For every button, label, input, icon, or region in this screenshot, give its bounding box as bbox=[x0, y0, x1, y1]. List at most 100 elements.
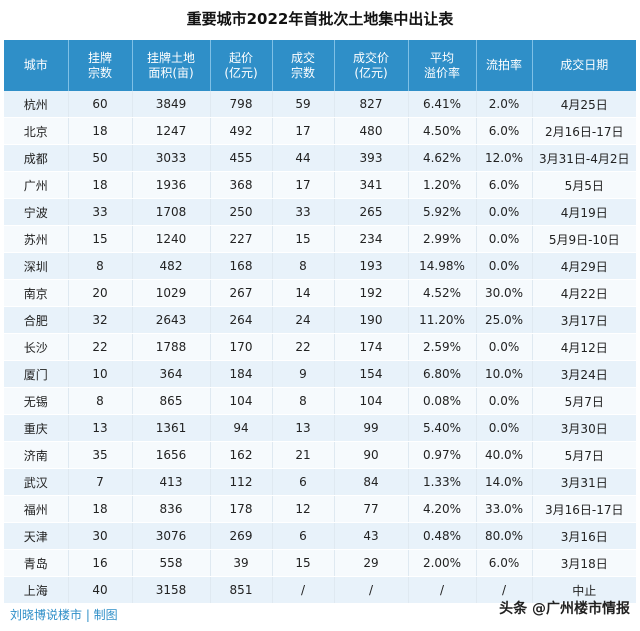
table-cell: 1.33% bbox=[408, 468, 477, 496]
table-cell: 6.0% bbox=[476, 117, 533, 145]
table-row: 杭州 60 3849 798 59 827 6.41% 2.0% 4月25日 bbox=[4, 91, 636, 118]
table-cell: 193 bbox=[334, 252, 409, 280]
table-cell: 492 bbox=[210, 117, 273, 145]
table-cell: 265 bbox=[334, 198, 409, 226]
table-cell: 13 bbox=[272, 414, 335, 442]
city-cell: 深圳 bbox=[4, 252, 69, 280]
table-cell: 4.52% bbox=[408, 279, 477, 307]
table-cell: 5月5日 bbox=[532, 171, 636, 199]
table-cell: 4月12日 bbox=[532, 333, 636, 361]
table-cell: 480 bbox=[334, 117, 409, 145]
table-cell: 22 bbox=[272, 333, 335, 361]
table-row: 深圳 8 482 168 8 193 14.98% 0.0% 4月29日 bbox=[4, 252, 636, 280]
city-cell: 杭州 bbox=[4, 91, 69, 118]
table-cell: 4月22日 bbox=[532, 279, 636, 307]
table-cell: 3月24日 bbox=[532, 360, 636, 388]
table-cell: 8 bbox=[68, 252, 133, 280]
table-cell: 227 bbox=[210, 225, 273, 253]
table-cell: 8 bbox=[272, 252, 335, 280]
city-cell: 厦门 bbox=[4, 360, 69, 388]
table-cell: 0.0% bbox=[476, 414, 533, 442]
table-cell: 1361 bbox=[132, 414, 211, 442]
city-cell: 青岛 bbox=[4, 549, 69, 577]
table-row: 长沙 22 1788 170 22 174 2.59% 0.0% 4月12日 bbox=[4, 333, 636, 361]
table-cell: 77 bbox=[334, 495, 409, 523]
table-cell: 4.50% bbox=[408, 117, 477, 145]
table-cell: 15 bbox=[68, 225, 133, 253]
table-cell: 192 bbox=[334, 279, 409, 307]
table-header-row: 城市 挂牌 宗数 挂牌土地 面积(亩) 起价 (亿元) 成交 宗数 成交价 (亿元) 平均 溢价率 流拍率… bbox=[4, 40, 636, 91]
table-cell: 94 bbox=[210, 414, 273, 442]
table-row: 合肥 32 2643 264 24 190 11.20% 25.0% 3月17日 bbox=[4, 306, 636, 334]
table-row: 天津 30 3076 269 6 43 0.48% 80.0% 3月16日 bbox=[4, 522, 636, 550]
column-header: 城市 bbox=[4, 40, 69, 91]
table-cell: 18 bbox=[68, 171, 133, 199]
table-cell: 1936 bbox=[132, 171, 211, 199]
table-cell: 30.0% bbox=[476, 279, 533, 307]
table-cell: 0.0% bbox=[476, 252, 533, 280]
table-cell: 8 bbox=[272, 387, 335, 415]
table-cell: 190 bbox=[334, 306, 409, 334]
city-cell: 济南 bbox=[4, 441, 69, 469]
table-cell: 2.00% bbox=[408, 549, 477, 577]
table-cell: 18 bbox=[68, 117, 133, 145]
table-cell: 中止 bbox=[532, 576, 636, 604]
table-row: 青岛 16 558 39 15 29 2.00% 6.0% 3月18日 bbox=[4, 549, 636, 577]
table-cell: 162 bbox=[210, 441, 273, 469]
table-cell: 154 bbox=[334, 360, 409, 388]
table-cell: 0.0% bbox=[476, 225, 533, 253]
table-cell: 39 bbox=[210, 549, 273, 577]
table-cell: 33.0% bbox=[476, 495, 533, 523]
table-cell: 104 bbox=[334, 387, 409, 415]
table-cell: 264 bbox=[210, 306, 273, 334]
table-cell: 33 bbox=[68, 198, 133, 226]
table-cell: 90 bbox=[334, 441, 409, 469]
city-cell: 北京 bbox=[4, 117, 69, 145]
column-header: 成交日期 bbox=[532, 40, 636, 91]
city-cell: 天津 bbox=[4, 522, 69, 550]
table-cell: 341 bbox=[334, 171, 409, 199]
city-cell: 宁波 bbox=[4, 198, 69, 226]
table-cell: 24 bbox=[272, 306, 335, 334]
table-cell: 0.08% bbox=[408, 387, 477, 415]
table-cell: 368 bbox=[210, 171, 273, 199]
table-cell: 35 bbox=[68, 441, 133, 469]
table-cell: 184 bbox=[210, 360, 273, 388]
table-cell: 10.0% bbox=[476, 360, 533, 388]
table-cell: 5月7日 bbox=[532, 441, 636, 469]
table-row: 无锡 8 865 104 8 104 0.08% 0.0% 5月7日 bbox=[4, 387, 636, 415]
table-cell: 21 bbox=[272, 441, 335, 469]
table-cell: 1247 bbox=[132, 117, 211, 145]
table-cell: 364 bbox=[132, 360, 211, 388]
city-cell: 福州 bbox=[4, 495, 69, 523]
table-row: 武汉 7 413 112 6 84 1.33% 14.0% 3月31日 bbox=[4, 468, 636, 496]
table-cell: 14.0% bbox=[476, 468, 533, 496]
table-cell: 178 bbox=[210, 495, 273, 523]
table-cell: 1029 bbox=[132, 279, 211, 307]
city-cell: 长沙 bbox=[4, 333, 69, 361]
table-cell: 30 bbox=[68, 522, 133, 550]
table-cell: 1656 bbox=[132, 441, 211, 469]
table-cell: 0.0% bbox=[476, 198, 533, 226]
table-cell: 40 bbox=[68, 576, 133, 604]
table-cell: 6.0% bbox=[476, 549, 533, 577]
table-cell: / bbox=[334, 576, 409, 604]
table-cell: 798 bbox=[210, 91, 273, 118]
column-header: 流拍率 bbox=[476, 40, 533, 91]
table-cell: 4月25日 bbox=[532, 91, 636, 118]
city-cell: 上海 bbox=[4, 576, 69, 604]
table-cell: / bbox=[476, 576, 533, 604]
table-cell: 865 bbox=[132, 387, 211, 415]
table-cell: 455 bbox=[210, 144, 273, 172]
table-cell: 851 bbox=[210, 576, 273, 604]
table-cell: 2.99% bbox=[408, 225, 477, 253]
chart-credit: 刘晓博说楼市 | 制图 bbox=[10, 608, 118, 622]
table-cell: 0.48% bbox=[408, 522, 477, 550]
table-body: 杭州 60 3849 798 59 827 6.41% 2.0% 4月25日 北京 18 1247 49… bbox=[4, 91, 636, 604]
table-cell: 6.0% bbox=[476, 171, 533, 199]
table-row: 宁波 33 1708 250 33 265 5.92% 0.0% 4月19日 bbox=[4, 198, 636, 226]
table-cell: 8 bbox=[68, 387, 133, 415]
table-cell: 2.0% bbox=[476, 91, 533, 118]
table-row: 厦门 10 364 184 9 154 6.80% 10.0% 3月24日 bbox=[4, 360, 636, 388]
table-cell: 33 bbox=[272, 198, 335, 226]
